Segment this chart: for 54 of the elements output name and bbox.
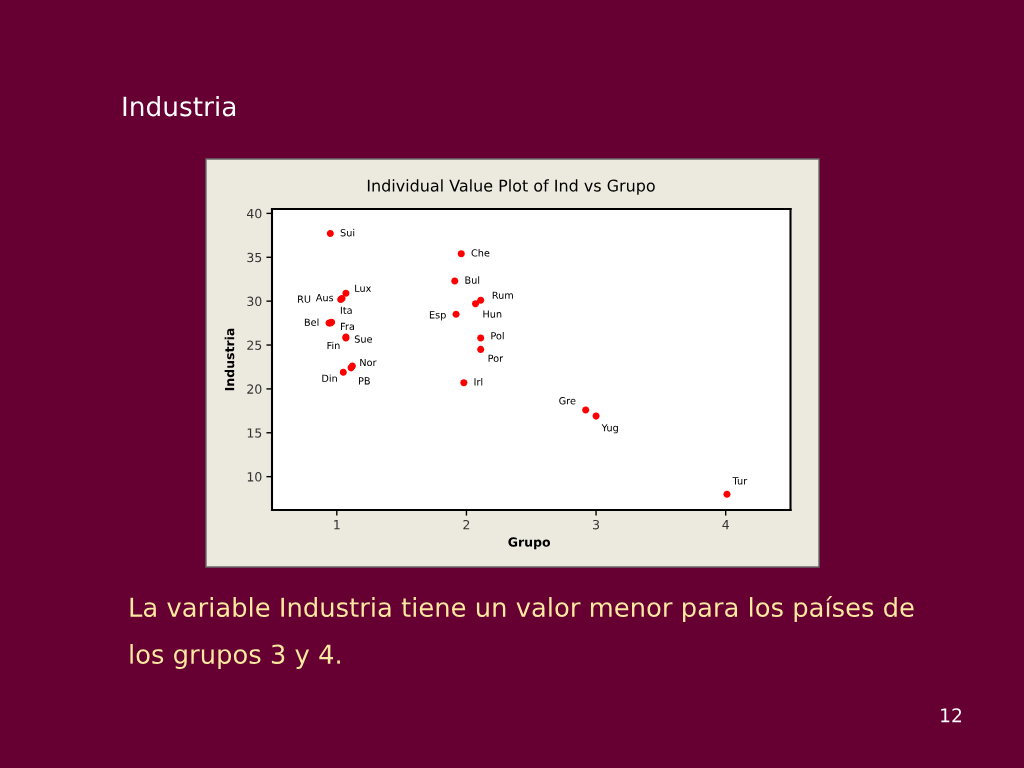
annotation: Rum bbox=[492, 291, 513, 299]
annotation: PB bbox=[358, 377, 370, 385]
y-tick-label: 30 bbox=[247, 296, 262, 307]
chart-subtitle: Individual Value Plot of Ind vs Grupo bbox=[367, 179, 655, 195]
x-axis-title: Grupo bbox=[508, 537, 551, 550]
point bbox=[477, 334, 485, 342]
annotation: Pol bbox=[491, 331, 504, 340]
x-tick-label: 4 bbox=[722, 520, 729, 530]
annotation: Ita bbox=[340, 306, 352, 314]
y-tick-label: 15 bbox=[247, 428, 262, 438]
point bbox=[471, 300, 480, 308]
annotation: Aus bbox=[315, 294, 334, 302]
text: La variable Industria tiene un valor menor para los países de los grupos 3 y 4. bbox=[130, 596, 914, 670]
annotation: Gre bbox=[559, 397, 576, 405]
annotation: Sue bbox=[354, 335, 373, 343]
point bbox=[452, 310, 460, 318]
annotation: Bel bbox=[304, 318, 319, 326]
text: 12 bbox=[941, 708, 962, 723]
point bbox=[326, 230, 334, 238]
annotation: Irl bbox=[474, 378, 483, 386]
point bbox=[477, 345, 485, 353]
x-tick-label: 1 bbox=[334, 520, 340, 530]
point bbox=[582, 406, 590, 414]
point bbox=[723, 490, 731, 498]
y-tick-label: 35 bbox=[247, 252, 262, 263]
annotation: Esp bbox=[429, 311, 446, 321]
x-tick-label: 2 bbox=[463, 519, 470, 530]
x-tick-label: 3 bbox=[593, 519, 600, 530]
annotation: Che bbox=[471, 249, 490, 257]
annotation: Fra bbox=[341, 322, 355, 331]
annotation: Bul bbox=[465, 276, 480, 284]
annotation: Yug bbox=[601, 424, 618, 434]
point bbox=[460, 379, 468, 387]
chart-title: Industria bbox=[123, 95, 236, 117]
point bbox=[451, 277, 459, 285]
annotation: Lux bbox=[355, 284, 372, 292]
y-tick-label: 25 bbox=[247, 340, 262, 350]
annotation: Nor bbox=[360, 358, 377, 367]
point bbox=[457, 250, 465, 258]
annotation: Por bbox=[488, 354, 504, 362]
annotation: Tur bbox=[732, 477, 748, 485]
annotation: Fin bbox=[327, 341, 340, 350]
point bbox=[342, 289, 350, 297]
annotation: Sui bbox=[340, 228, 355, 237]
point bbox=[477, 296, 485, 304]
y-tick-label: 20 bbox=[247, 384, 262, 394]
annotation: Hun bbox=[483, 310, 502, 318]
annotation: RU bbox=[298, 295, 311, 303]
y-tick-label: 10 bbox=[247, 472, 262, 482]
annotation: Din bbox=[322, 374, 337, 382]
point bbox=[592, 412, 600, 420]
y-axis-title: Industria bbox=[224, 328, 235, 391]
y-tick-label: 40 bbox=[246, 208, 262, 219]
point bbox=[339, 368, 347, 376]
